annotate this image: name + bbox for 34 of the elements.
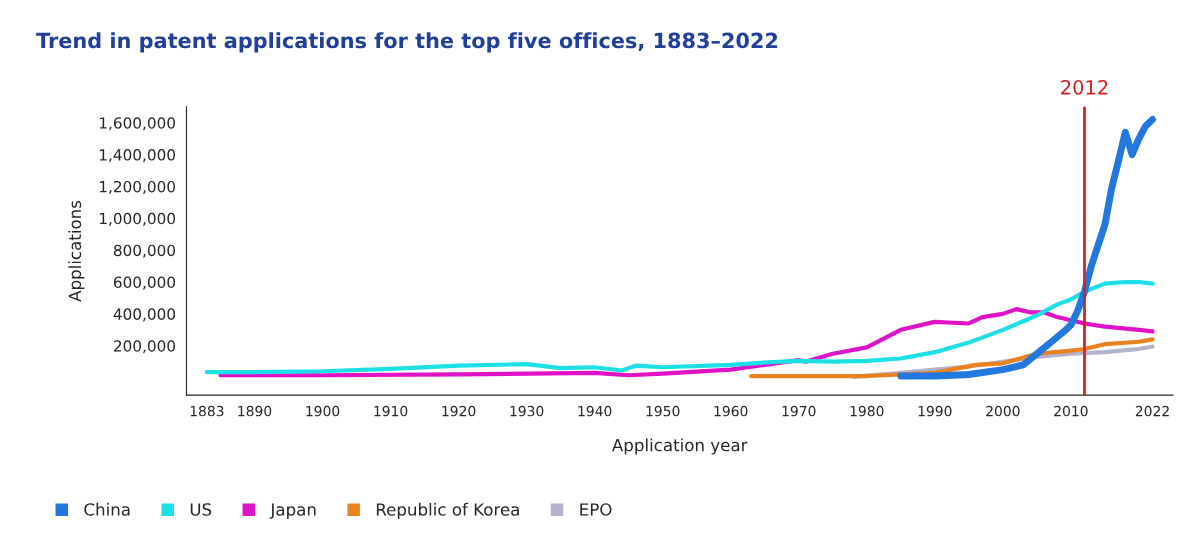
y-tick-label: 1,000,000 [99, 212, 176, 226]
x-tick-label: 1990 [918, 405, 952, 417]
x-tick-label: 1960 [714, 405, 748, 417]
x-tick-label: 1910 [374, 405, 408, 417]
x-tick-label: 2022 [1135, 405, 1169, 417]
x-tick-label: 1980 [850, 405, 884, 417]
x-tick-label: 2000 [986, 405, 1020, 417]
ref-line-label: 2012 [1061, 79, 1108, 95]
x-tick-label: 1930 [510, 405, 544, 417]
x-tick-label: 1940 [578, 405, 612, 417]
y-axis-title: Applications [68, 200, 85, 302]
x-axis-title: Application year [612, 438, 748, 455]
x-tick-label: 1900 [306, 405, 340, 417]
legend-label: Japan [269, 503, 316, 519]
legend-label: US [190, 503, 212, 516]
y-tick-label: 1,400,000 [99, 149, 176, 163]
legend-label: EPO [580, 503, 612, 516]
legend-label: Republic of Korea [376, 502, 519, 519]
y-tick-label: 400,000 [113, 308, 176, 322]
x-tick-label: 1950 [646, 405, 680, 417]
y-tick-label: 200,000 [113, 340, 176, 354]
x-tick-label: 1883 [190, 405, 224, 417]
chart-title: Trend in patent applications for the top five offices, 1883–2022 [36, 32, 778, 53]
x-tick-label: 2010 [1054, 405, 1088, 417]
x-tick-label: 1890 [238, 405, 272, 417]
x-tick-label: 1970 [782, 405, 816, 417]
line-series [204, 279, 1155, 375]
y-tick-label: 600,000 [113, 276, 176, 290]
y-tick-label: 800,000 [113, 244, 176, 258]
x-tick-label: 1920 [442, 405, 476, 417]
y-tick-label: 1,600,000 [99, 117, 176, 131]
y-tick-label: 1,200,000 [99, 180, 176, 195]
legend-label: China [84, 502, 130, 516]
line-series [218, 307, 1155, 378]
